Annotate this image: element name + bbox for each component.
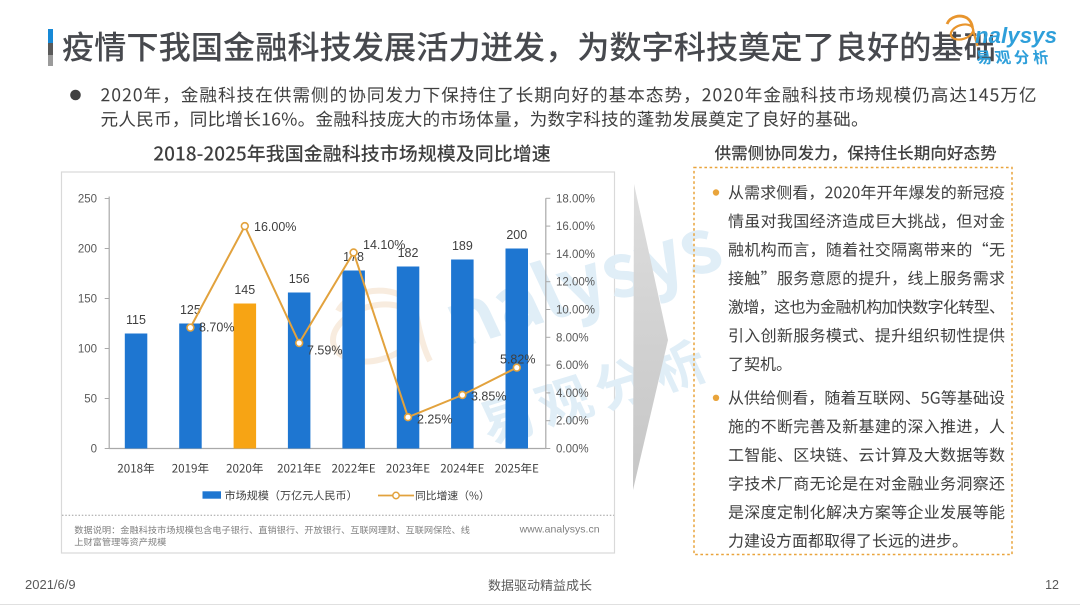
svg-text:2.00%: 2.00% [556,416,589,428]
svg-text:10.00%: 10.00% [556,305,595,317]
svg-text:7.59%: 7.59% [307,344,342,358]
svg-text:16.00%: 16.00% [254,220,296,234]
svg-text:182: 182 [398,246,419,260]
svg-text:12: 12 [1045,578,1059,592]
svg-text:8.00%: 8.00% [556,332,589,344]
svg-text:12.00%: 12.00% [556,277,595,289]
svg-text:145: 145 [234,283,255,297]
svg-text:100: 100 [78,344,97,356]
svg-text:0.00%: 0.00% [556,444,589,456]
svg-text:125: 125 [180,303,201,317]
svg-text:5.82%: 5.82% [500,353,535,367]
svg-text:3.85%: 3.85% [471,390,506,404]
svg-text:200: 200 [78,244,97,256]
svg-text:18.00%: 18.00% [556,193,595,205]
svg-text:50: 50 [84,394,97,406]
svg-text:150: 150 [78,294,97,306]
svg-text:2021/6/9: 2021/6/9 [25,577,76,592]
svg-text:200: 200 [506,228,527,242]
svg-text:14.00%: 14.00% [556,249,595,261]
svg-text:2.25%: 2.25% [417,413,452,427]
svg-text:4.00%: 4.00% [556,388,589,400]
svg-text:115: 115 [126,313,146,327]
svg-text:0: 0 [91,444,97,456]
svg-text:250: 250 [78,194,97,206]
svg-text:156: 156 [289,272,310,286]
svg-text:6.00%: 6.00% [556,360,589,372]
svg-text:189: 189 [452,239,473,253]
svg-text:nalysys: nalysys [975,23,1057,48]
svg-text:www.analysys.cn: www.analysys.cn [519,524,600,536]
svg-text:14.10%: 14.10% [363,238,405,252]
svg-text:8.70%: 8.70% [199,321,234,335]
svg-text:16.00%: 16.00% [556,221,595,233]
